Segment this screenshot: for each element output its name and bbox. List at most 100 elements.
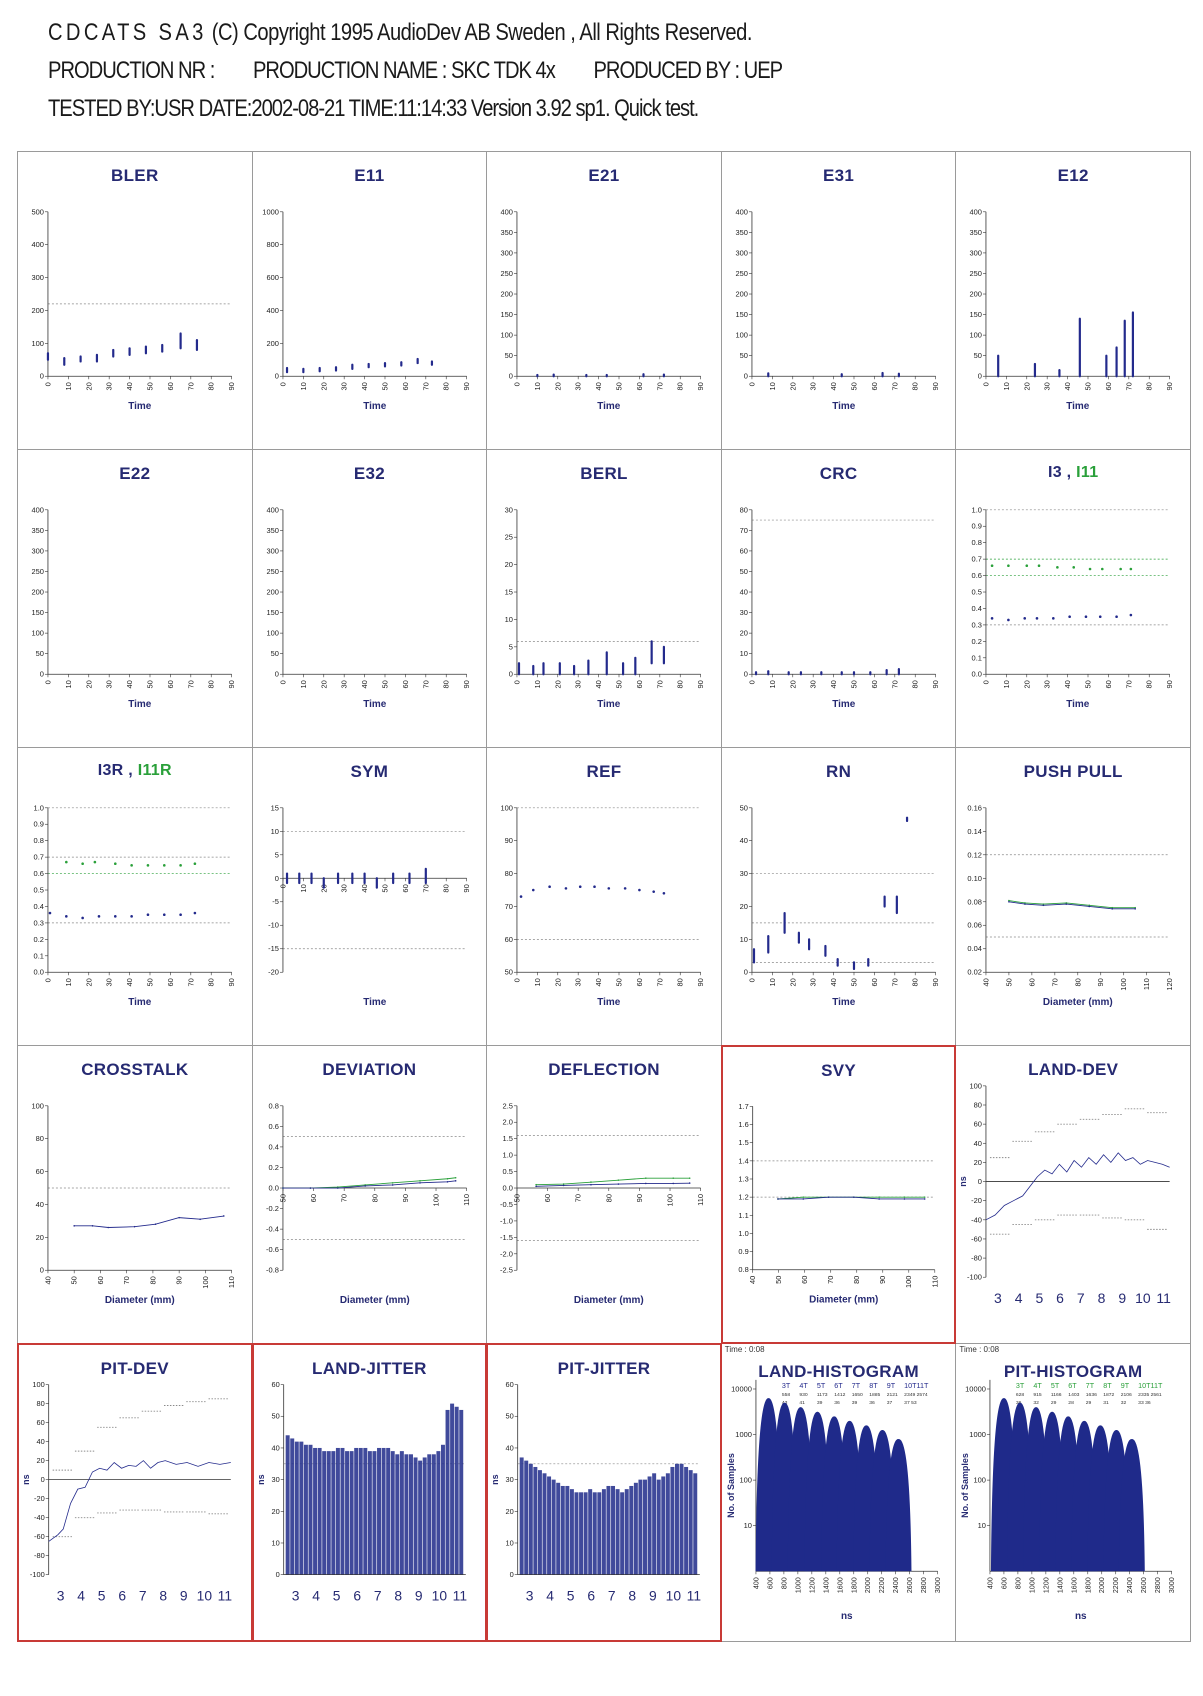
hist-jitter-value: 32 (1034, 1400, 1040, 1406)
x-tick-label: 6 (588, 1587, 596, 1603)
hist-jitter-value: 28 (1069, 1400, 1075, 1406)
jitter-bar (688, 1470, 693, 1575)
x-tick-label: 5 (98, 1587, 106, 1603)
x-tick-label: 50 (145, 680, 154, 688)
y-tick-label: 100 (970, 331, 982, 340)
data-point (97, 915, 101, 918)
y-tick-label: 15 (270, 803, 278, 812)
y-tick-label: 1.6 (738, 1120, 748, 1129)
y-tick-label: 10 (271, 1538, 279, 1547)
y-tick-label: 200 (266, 588, 278, 597)
y-tick-label: 100 (31, 339, 43, 348)
chart-title-text: E12 (1057, 166, 1089, 185)
jitter-bar (592, 1492, 597, 1575)
chart-plot: 50 60 70 80 90 100 0 10 20 30 40 50 60 70 80 90 Time (501, 803, 706, 1008)
y-tick-label: 0.6 (34, 869, 44, 878)
x-tick-label: 70 (574, 1194, 583, 1202)
jitter-bar (426, 1454, 431, 1575)
y-tick-label: 10 (739, 935, 747, 944)
x-tick-label: 1800 (850, 1577, 858, 1593)
y-tick-label: 90 (505, 836, 513, 845)
x-tick-label: 50 (849, 680, 858, 688)
x-tick-label: 30 (808, 978, 817, 986)
x-tick-label: 90 (635, 1194, 644, 1202)
y-tick-label: -40 (972, 1215, 983, 1224)
data-point (991, 617, 994, 620)
chart-title: PIT-HISTOGRAM (956, 1362, 1190, 1382)
x-axis-label: Diameter (mm) (339, 1295, 409, 1306)
jitter-bar (643, 1479, 648, 1575)
x-tick-label: 60 (1028, 978, 1037, 986)
x-tick-label: 10 (666, 1587, 682, 1603)
y-tick-label: 250 (501, 269, 513, 278)
x-tick-label: 5 (1036, 1290, 1044, 1306)
x-tick-label: 30 (1043, 382, 1052, 390)
x-tick-label: 2600 (1141, 1577, 1149, 1593)
x-tick-label: 90 (227, 978, 236, 986)
jitter-bar (579, 1492, 584, 1575)
chart-title-text: E21 (588, 166, 620, 185)
jitter-bar (417, 1460, 422, 1575)
jitter-bar (317, 1447, 322, 1575)
chart-title: LAND-HISTOGRAM (722, 1362, 956, 1382)
jitter-bar (634, 1482, 639, 1575)
x-tick-label: 7 (139, 1587, 147, 1603)
y-tick-label: 100 (974, 1476, 986, 1485)
hist-jitter-value: 41 (799, 1400, 805, 1406)
hist-header-label: 5T (1051, 1382, 1060, 1390)
y-tick-label: 80 (36, 1399, 44, 1408)
y-tick-label: 1.3 (738, 1174, 748, 1183)
y-tick-label: 25 (505, 533, 513, 542)
x-tick-label: 8 (1098, 1290, 1106, 1306)
y-tick-label: -1.0 (500, 1216, 513, 1225)
y-tick-label: 1000 (970, 1430, 987, 1439)
data-point (1111, 908, 1114, 910)
chart-title-text: CRC (819, 464, 858, 483)
x-axis-label: Time (1067, 401, 1091, 412)
chart-title: PIT-JITTER (488, 1359, 720, 1379)
x-tick-label: 60 (166, 382, 175, 390)
x-tick-label: 60 (543, 1194, 552, 1202)
y-tick-label: 0.08 (968, 897, 983, 906)
x-tick-label: 3 (994, 1290, 1002, 1306)
y-tick-label: 0.6 (972, 571, 982, 580)
y-tick-label: -100 (30, 1570, 45, 1579)
y-tick-label: 15 (505, 588, 513, 597)
x-tick-label: 0 (982, 382, 991, 386)
chart-title-text: PIT-DEV (100, 1359, 169, 1378)
hist-header-label: 4T (799, 1382, 808, 1390)
x-tick-label: 100 (201, 1276, 210, 1288)
y-tick-label: 2.0 (503, 1118, 513, 1127)
data-point-green (562, 1183, 565, 1185)
x-tick-label: 110 (1143, 978, 1152, 990)
x-tick-label: 60 (635, 680, 644, 688)
data-point (418, 1182, 421, 1184)
chart-grid: BLER 0 100 200 300 400 500 0 10 20 30 40 50 60 70 80 90 T… (17, 151, 1191, 1642)
hist-jitter-value: 32 (1121, 1400, 1127, 1406)
x-tick-label: 40 (125, 978, 134, 986)
hist-header-label: 5T (817, 1382, 826, 1390)
data-point (624, 887, 627, 890)
x-tick-label: 1400 (822, 1577, 830, 1593)
report-header: CDCATS SA3 (C) Copyright 1995 AudioDev A… (48, 14, 948, 128)
data-point (1008, 900, 1011, 903)
x-tick-label: 10 (1136, 1290, 1152, 1306)
x-axis-label: Time (597, 699, 621, 710)
jitter-bar (538, 1470, 543, 1575)
chart-panel-e32: E32 0 50 100 150 200 250 300 350 400 0 10 20 30 40 50 60… (251, 449, 488, 748)
x-tick-label: 80 (911, 978, 920, 986)
x-tick-label: 60 (1104, 382, 1113, 390)
x-tick-label: 80 (852, 1276, 861, 1284)
data-point (802, 1198, 804, 1200)
jitter-bar (675, 1463, 680, 1575)
y-tick-label: 100 (32, 1380, 44, 1389)
jitter-bar (528, 1463, 533, 1575)
y-tick-label: 30 (271, 1475, 279, 1484)
data-point (107, 1226, 110, 1229)
y-tick-label: 40 (739, 588, 747, 597)
chart-title: BLER (18, 166, 252, 186)
y-tick-label: 0.04 (968, 944, 983, 953)
chart-panel-i3ri11r: I3R , I11R 0.0 0.1 0.2 0.3 0.4 0.5 0.6 0.7 0.8 0.9… (17, 747, 253, 1046)
hist-jitter-value: 36 (834, 1400, 840, 1406)
y-tick-label: -15 (268, 944, 279, 953)
